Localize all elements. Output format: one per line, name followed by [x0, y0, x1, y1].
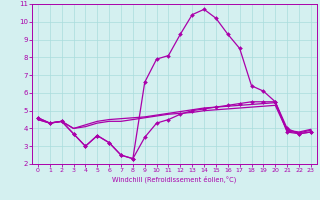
X-axis label: Windchill (Refroidissement éolien,°C): Windchill (Refroidissement éolien,°C) — [112, 176, 236, 183]
